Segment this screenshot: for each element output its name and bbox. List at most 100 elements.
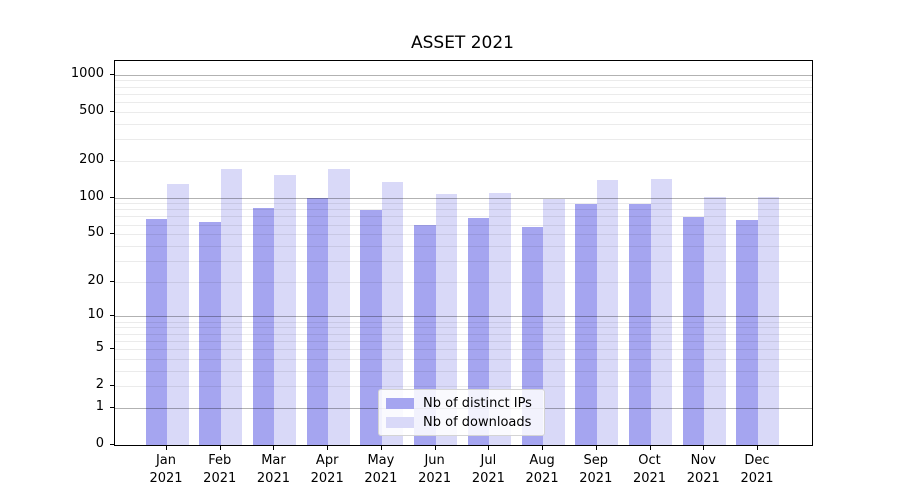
minor-gridline-8: [115, 327, 812, 329]
chart-title: ASSET 2021: [410, 33, 514, 53]
minor-gridline-400: [115, 123, 812, 125]
major-gridline-100: [115, 197, 812, 199]
x-tick-label-apr: Apr 2021: [310, 453, 344, 486]
x-tick-apr: [327, 446, 329, 450]
bar-downloads-feb: [220, 169, 243, 445]
x-tick-label-dec: Dec 2021: [740, 453, 774, 486]
legend-swatch-distinct-ips: [386, 397, 414, 409]
x-tick-sep: [595, 446, 597, 450]
x-tick-may: [380, 446, 382, 450]
x-tick-dec: [756, 446, 758, 450]
bar-downloads-aug: [543, 198, 565, 445]
bar-distinct-ips-jan: [145, 218, 167, 445]
y-tick-0: [110, 444, 114, 445]
minor-gridline-300: [115, 139, 812, 141]
legend-label-downloads: Nb of downloads: [423, 414, 532, 430]
x-tick-label-aug: Aug 2021: [525, 453, 559, 486]
x-tick-jun: [434, 446, 436, 450]
minor-gridline-4: [115, 358, 812, 360]
y-tick-label-20: 20: [87, 272, 104, 288]
legend-swatch-downloads: [386, 416, 414, 428]
x-tick-nov: [703, 446, 705, 450]
bar-downloads-dec: [757, 196, 780, 445]
y-tick-1: [110, 406, 114, 408]
bar-downloads-apr: [328, 169, 350, 445]
plot-area: [114, 60, 813, 446]
y-tick-2: [110, 385, 114, 387]
bar-downloads-jan: [167, 183, 189, 445]
bar-distinct-ips-oct: [629, 203, 651, 445]
minor-gridline-2: [115, 386, 812, 388]
minor-gridline-500: [115, 111, 812, 113]
minor-gridline-900: [115, 80, 812, 82]
y-tick-50: [110, 233, 114, 235]
x-tick-label-may: May 2021: [364, 453, 398, 486]
bar-distinct-ips-apr: [306, 197, 329, 445]
bar-downloads-may: [381, 182, 404, 445]
legend-label-distinct-ips: Nb of distinct IPs: [423, 395, 532, 411]
minor-gridline-7: [115, 333, 812, 335]
x-tick-aug: [542, 446, 544, 450]
bar-downloads-jul: [489, 193, 511, 445]
bar-downloads-mar: [274, 174, 296, 445]
x-tick-label-jan: Jan 2021: [149, 453, 183, 486]
y-tick-100: [110, 196, 114, 198]
y-tick-label-500: 500: [79, 102, 104, 118]
bar-distinct-ips-may: [360, 210, 382, 445]
x-tick-feb: [219, 446, 221, 450]
bar-downloads-sep: [596, 180, 619, 445]
x-tick-label-nov: Nov 2021: [686, 453, 720, 486]
y-tick-1000: [110, 73, 114, 75]
minor-gridline-700: [115, 93, 812, 95]
bar-distinct-ips-nov: [682, 216, 705, 445]
minor-gridline-50: [115, 234, 812, 236]
minor-gridline-3: [115, 370, 812, 372]
x-tick-label-sep: Sep 2021: [579, 453, 613, 486]
minor-gridline-800: [115, 86, 812, 88]
bar-downloads-jun: [435, 193, 458, 445]
x-tick-oct: [649, 446, 651, 450]
bar-distinct-ips-jul: [467, 218, 490, 445]
minor-gridline-60: [115, 224, 812, 226]
minor-gridline-30: [115, 260, 812, 262]
y-tick-500: [110, 110, 114, 112]
x-tick-label-mar: Mar 2021: [256, 453, 290, 486]
y-tick-label-200: 200: [79, 151, 104, 167]
bar-distinct-ips-sep: [575, 204, 597, 445]
bar-distinct-ips-feb: [199, 222, 221, 445]
minor-gridline-20: [115, 281, 812, 283]
x-tick-jul: [488, 446, 490, 450]
minor-gridline-40: [115, 245, 812, 247]
bar-downloads-nov: [704, 196, 726, 445]
y-tick-200: [110, 159, 114, 161]
legend-item-downloads: Nb of downloads: [386, 415, 544, 430]
y-tick-label-5: 5: [95, 339, 104, 355]
minor-gridline-5: [115, 348, 812, 350]
minor-gridline-70: [115, 216, 812, 218]
y-tick-label-100: 100: [79, 188, 104, 204]
x-tick-label-jul: Jul 2021: [471, 453, 505, 486]
y-tick-label-1000: 1000: [70, 65, 104, 81]
bar-distinct-ips-dec: [736, 220, 758, 445]
minor-gridline-200: [115, 160, 812, 162]
y-tick-label-50: 50: [87, 225, 104, 241]
legend-item-distinct-ips: Nb of distinct IPs: [386, 396, 544, 411]
minor-gridline-6: [115, 340, 812, 342]
x-tick-label-jun: Jun 2021: [418, 453, 452, 486]
minor-gridline-9: [115, 321, 812, 323]
legend: Nb of distinct IPs Nb of downloads: [378, 389, 545, 436]
minor-gridline-600: [115, 101, 812, 103]
y-tick-label-1: 1: [95, 398, 104, 414]
y-tick-10: [110, 315, 114, 317]
x-tick-label-feb: Feb 2021: [203, 453, 237, 486]
major-gridline-10: [115, 316, 812, 318]
major-gridline-1000: [115, 74, 812, 76]
x-tick-mar: [273, 446, 275, 450]
y-tick-20: [110, 280, 114, 282]
x-tick-label-oct: Oct 2021: [632, 453, 667, 486]
x-tick-jan: [166, 446, 167, 450]
y-tick-5: [110, 347, 114, 349]
minor-gridline-80: [115, 209, 812, 211]
bar-distinct-ips-mar: [252, 208, 275, 445]
y-tick-label-2: 2: [95, 377, 104, 393]
